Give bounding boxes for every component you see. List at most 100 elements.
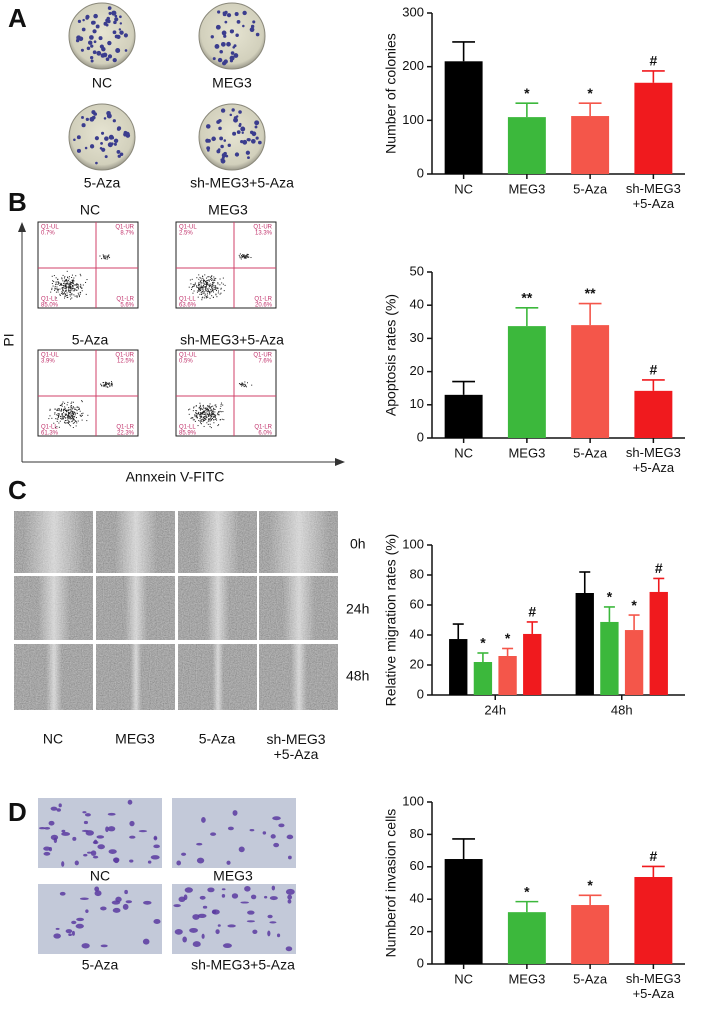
event-dot (244, 381, 246, 383)
colony (91, 110, 96, 115)
invaded-cell (71, 920, 77, 925)
colony (220, 158, 226, 164)
invaded-cell (81, 943, 90, 949)
event-dot (219, 278, 221, 280)
event-dot (80, 283, 82, 285)
event-dot (239, 257, 241, 259)
event-dot (103, 256, 105, 258)
event-dot (190, 289, 192, 291)
event-dot (68, 285, 70, 287)
event-dot (55, 418, 57, 420)
event-dot (78, 295, 80, 297)
event-dot (214, 286, 216, 288)
invaded-cell (50, 806, 58, 811)
column-label: MEG3 (115, 731, 155, 747)
event-dot (104, 385, 106, 387)
colony (90, 56, 94, 60)
event-dot (206, 407, 208, 409)
event-dot (109, 257, 111, 259)
event-dot (211, 290, 213, 292)
event-dot (220, 404, 222, 406)
event-dot (70, 414, 72, 416)
colony (73, 138, 76, 142)
colony (238, 110, 242, 114)
quadrant-value: 61.3% (41, 431, 59, 437)
event-dot (72, 416, 74, 418)
bar (444, 394, 483, 438)
event-dot (198, 288, 200, 290)
event-dot (212, 296, 214, 298)
event-dot (245, 256, 247, 258)
event-dot (215, 285, 217, 287)
colony (241, 131, 244, 135)
invaded-cell (61, 829, 66, 833)
event-dot (200, 415, 202, 417)
event-dot (241, 382, 243, 384)
event-dot (211, 288, 213, 290)
event-dot (243, 254, 245, 256)
event-dot (195, 412, 197, 414)
event-dot (218, 414, 220, 416)
event-dot (201, 413, 203, 415)
colony (219, 49, 223, 54)
event-dot (105, 383, 107, 385)
significance-mark: # (649, 848, 657, 864)
event-dot (248, 256, 250, 258)
invaded-cell (201, 816, 206, 823)
colony (226, 41, 231, 47)
y-tick-label: 20 (410, 363, 424, 378)
event-dot (72, 288, 74, 290)
column-label: sh-MEG3 +5-Aza (266, 731, 325, 762)
colony (99, 146, 103, 150)
flow-plot (175, 349, 277, 437)
event-dot (54, 288, 56, 290)
colony (251, 131, 257, 137)
event-dot (74, 295, 76, 297)
y-tick-label: 80 (410, 826, 424, 841)
event-dot (79, 410, 81, 412)
event-dot (203, 411, 205, 413)
invaded-cell (61, 831, 71, 836)
colony (207, 149, 210, 152)
event-dot (54, 287, 56, 289)
event-dot (62, 293, 64, 295)
wound-gap (115, 511, 157, 573)
event-dot (73, 419, 75, 421)
invaded-cell (287, 899, 292, 904)
invaded-cell (189, 927, 198, 933)
colony (240, 126, 246, 132)
event-dot (107, 257, 109, 259)
event-dot (208, 405, 210, 407)
invaded-cell (72, 836, 77, 841)
colony (238, 124, 242, 128)
event-dot (56, 420, 58, 422)
event-dot (107, 383, 109, 385)
event-dot (60, 417, 62, 419)
event-dot (80, 287, 82, 289)
event-dot (74, 284, 76, 286)
event-dot (72, 284, 74, 286)
panel-letter: B (8, 187, 27, 217)
event-dot (76, 283, 78, 285)
event-dot (193, 285, 195, 287)
event-dot (70, 402, 72, 404)
event-dot (207, 420, 209, 422)
event-dot (204, 274, 206, 276)
event-dot (70, 410, 72, 412)
event-dot (218, 424, 220, 426)
colony (111, 10, 117, 16)
event-dot (206, 422, 208, 424)
event-dot (76, 284, 78, 286)
colony (81, 123, 86, 128)
event-dot (200, 420, 202, 422)
colony (214, 44, 220, 49)
event-dot (75, 412, 77, 414)
event-dot (67, 410, 69, 412)
event-dot (62, 415, 64, 417)
event-dot (74, 414, 76, 416)
event-dot (70, 289, 72, 291)
event-dot (210, 417, 212, 419)
invaded-cell (269, 896, 278, 901)
quadrant-value: 13.3% (255, 231, 273, 237)
event-dot (213, 408, 215, 410)
